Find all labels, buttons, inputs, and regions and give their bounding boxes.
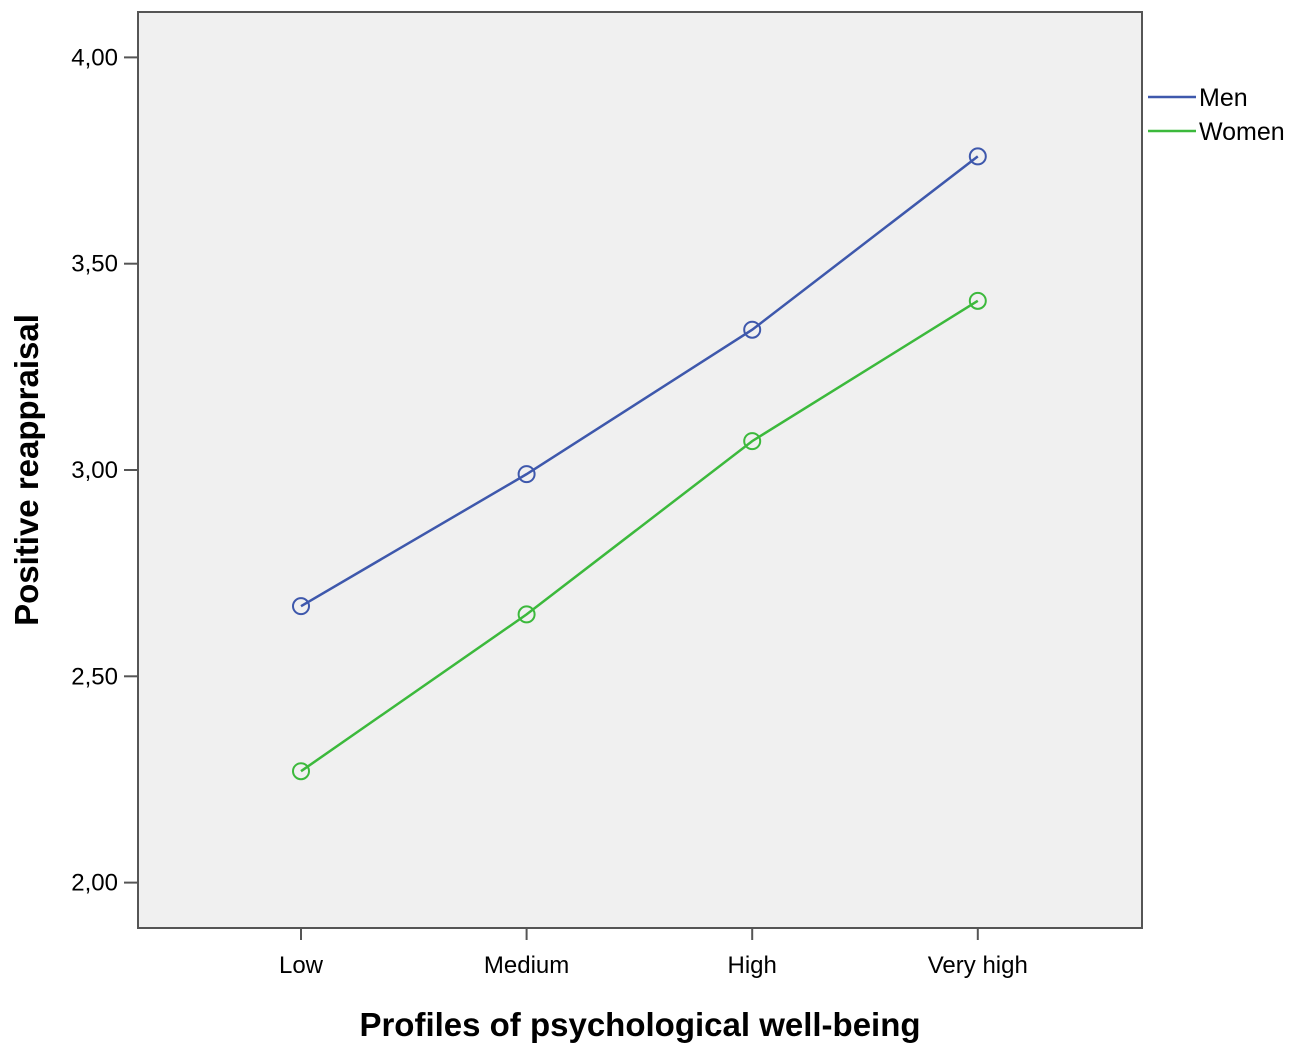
y-tick-label: 4,00 [71,44,118,71]
x-tick-label: Low [279,952,324,979]
y-tick-label: 2,00 [71,870,118,897]
plot-area [137,11,1143,929]
data-point-women [968,291,987,310]
x-axis: Low Medium High Very high [279,928,1028,979]
data-point-men [517,465,536,484]
data-point-women [517,605,536,624]
y-tick-label: 2,50 [71,663,118,690]
legend-label-men: Men [1199,84,1248,112]
x-axis-title: Profiles of psychological well-being [359,1006,920,1043]
data-point-men [968,147,987,166]
y-axis: 2,00 2,50 3,00 3,50 4,00 [71,44,138,897]
series-line-women [300,299,979,773]
series-line-men [300,155,979,608]
series-layer [292,147,987,781]
data-point-men [292,597,310,616]
y-axis-title: Positive reappraisal [8,314,45,626]
x-tick-label: Medium [484,952,569,979]
data-point-women [292,762,310,781]
y-tick-label: 3,50 [71,251,118,278]
x-tick-label: Very high [928,952,1028,979]
data-point-men [743,320,762,339]
y-tick-label: 3,00 [71,457,118,484]
legend: Men Women [1148,84,1285,146]
x-tick-label: High [728,952,777,979]
legend-label-women: Women [1199,118,1285,146]
data-point-women [743,432,762,451]
